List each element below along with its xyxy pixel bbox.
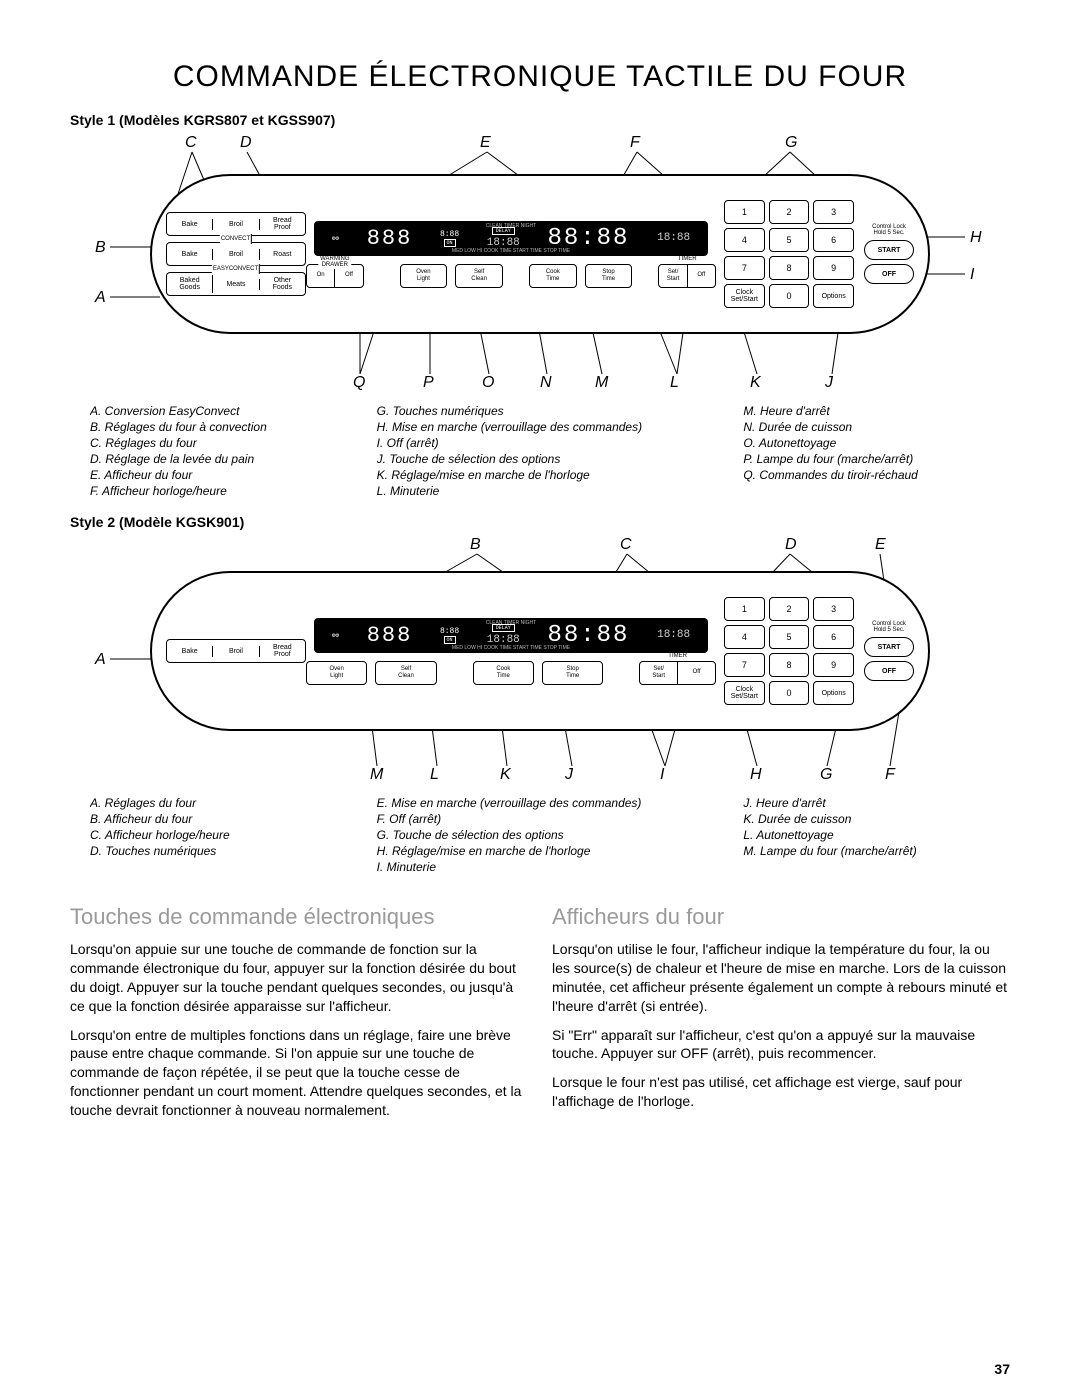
label-q: Q [353, 374, 365, 392]
left-p2: Lorsqu'on entre de multiples fonctions d… [70, 1026, 528, 1120]
label-l: L [670, 374, 679, 392]
style2-panel-container: B C D E A M L K J I H G F BakeBroilBread… [70, 536, 1010, 786]
label2-m: M [370, 766, 383, 784]
label-m: M [595, 374, 608, 392]
label-d: D [240, 134, 252, 152]
label2-l: L [430, 766, 439, 784]
label2-h: H [750, 766, 762, 784]
label2-a: A [95, 651, 106, 669]
keypad-2[interactable]: 123 456 789 Clock Set/Start0Options [724, 597, 854, 705]
timer-setstart[interactable]: TIMER Set/ StartOff [658, 264, 716, 288]
style1-panel-container: C D E F G B A H I Q P O N M L K J [70, 134, 1010, 394]
label2-i: I [660, 766, 664, 784]
warming-onoff[interactable]: WARMING DRAWER OnOff [306, 264, 364, 288]
label-j: J [825, 374, 833, 392]
label-b: B [95, 239, 106, 257]
label2-d: D [785, 536, 797, 554]
cook-time[interactable]: Cook Time [529, 264, 577, 288]
label2-b: B [470, 536, 481, 554]
oven-display: CLEAN TIMER NIGHT ⚙⚙ 888 8:88ON DELAY18:… [314, 221, 708, 256]
left-col-title: Touches de commande électroniques [70, 904, 528, 930]
oven-display-2: CLEAN TIMER NIGHT ⚙⚙ 888 8:88ON DELAY18:… [314, 618, 708, 653]
label-n: N [540, 374, 552, 392]
control-panel-1: BakeBroilBread Proof CONVECT BakeBroilRo… [150, 174, 930, 334]
options-btn: Options [813, 284, 854, 308]
label2-k: K [500, 766, 511, 784]
style1-legend: A. Conversion EasyConvectG. Touches numé… [70, 404, 1010, 498]
style2-heading: Style 2 (Modèle KGSK901) [70, 514, 1010, 530]
keypad[interactable]: 123 456 789 Clock Set/Start0Options [724, 200, 854, 308]
label-f: F [630, 134, 640, 152]
cook-time-2[interactable]: Cook Time [473, 661, 534, 685]
label-k: K [750, 374, 761, 392]
right-p3: Lorsque le four n'est pas utilisé, cet a… [552, 1073, 1010, 1111]
style2-legend: A. Réglages du fourE. Mise en marche (ve… [70, 796, 1010, 874]
label-e: E [480, 134, 491, 152]
oven-light-2[interactable]: Oven Light [306, 661, 367, 685]
easyconvect-row[interactable]: EASYCONVECT Baked GoodsMeatsOther Foods [166, 272, 306, 296]
left-p1: Lorsqu'on appuie sur une touche de comma… [70, 940, 528, 1016]
label-c: C [185, 134, 197, 152]
label-h: H [970, 229, 982, 247]
body-columns: Touches de commande électroniques Lorsqu… [70, 904, 1010, 1130]
start-button-2[interactable]: START [864, 637, 914, 657]
stop-time[interactable]: Stop Time [585, 264, 633, 288]
self-clean[interactable]: Self Clean [455, 264, 503, 288]
label2-e: E [875, 536, 886, 554]
oven-row[interactable]: BakeBroilBread Proof [166, 639, 306, 663]
oven-light[interactable]: Oven Light [400, 264, 448, 288]
page-title: COMMANDE ÉLECTRONIQUE TACTILE DU FOUR [70, 60, 1010, 94]
style1-heading: Style 1 (Modèles KGRS807 et KGSS907) [70, 112, 1010, 128]
label-o: O [482, 374, 494, 392]
label2-f: F [885, 766, 895, 784]
start-button[interactable]: START [864, 240, 914, 260]
right-p1: Lorsqu'on utilise le four, l'afficheur i… [552, 940, 1010, 1016]
page-number: 37 [994, 1361, 1010, 1377]
off-button[interactable]: OFF [864, 264, 914, 284]
off-button-2[interactable]: OFF [864, 661, 914, 681]
timer-setstart-2[interactable]: TIMER Set/ StartOff [639, 661, 716, 685]
control-panel-2: BakeBroilBread Proof CLEAN TIMER NIGHT ⚙… [150, 571, 930, 731]
label-i: I [970, 266, 974, 284]
right-p2: Si "Err" apparaît sur l'afficheur, c'est… [552, 1026, 1010, 1064]
stop-time-2[interactable]: Stop Time [542, 661, 603, 685]
label-p: P [423, 374, 434, 392]
label-a: A [95, 289, 106, 307]
clock-set: Clock Set/Start [724, 284, 765, 308]
control-lock-label-2: Control Lock Hold 5 Sec. [864, 621, 914, 633]
oven-row1[interactable]: BakeBroilBread Proof [166, 212, 306, 236]
label2-j: J [565, 766, 573, 784]
convect-row[interactable]: CONVECT BakeBroilRoast [166, 242, 306, 266]
control-lock-label: Control Lock Hold 5 Sec. [864, 224, 914, 236]
right-col-title: Afficheurs du four [552, 904, 1010, 930]
label2-g: G [820, 766, 832, 784]
label-g: G [785, 134, 797, 152]
self-clean-2[interactable]: Self Clean [375, 661, 436, 685]
label2-c: C [620, 536, 632, 554]
